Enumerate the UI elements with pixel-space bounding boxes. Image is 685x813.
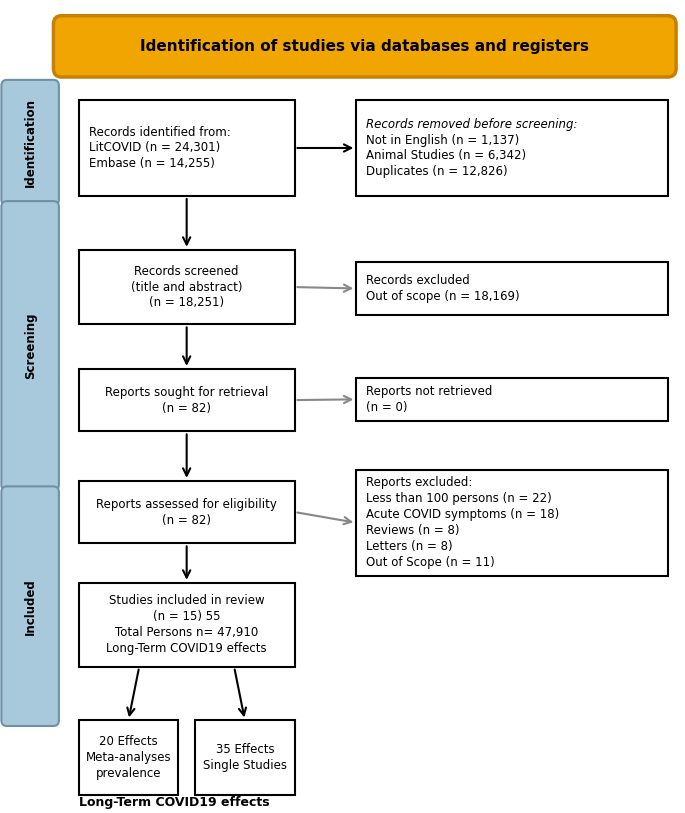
Text: (n = 82): (n = 82) xyxy=(162,402,211,415)
Text: Reports not retrieved: Reports not retrieved xyxy=(366,385,493,398)
Text: Embase (n = 14,255): Embase (n = 14,255) xyxy=(89,158,215,171)
Text: Reports excluded:: Reports excluded: xyxy=(366,476,473,489)
Text: Identification: Identification xyxy=(24,98,36,187)
Text: Not in English (n = 1,137): Not in English (n = 1,137) xyxy=(366,133,520,146)
FancyBboxPatch shape xyxy=(79,720,178,795)
Text: prevalence: prevalence xyxy=(96,767,161,780)
Text: (n = 15) 55: (n = 15) 55 xyxy=(153,611,221,624)
Text: Reviews (n = 8): Reviews (n = 8) xyxy=(366,524,460,537)
Text: Long-Term COVID19 effects: Long-Term COVID19 effects xyxy=(79,796,269,809)
Text: Screening: Screening xyxy=(24,313,36,379)
FancyBboxPatch shape xyxy=(79,369,295,432)
FancyBboxPatch shape xyxy=(79,583,295,667)
Text: Included: Included xyxy=(24,578,36,635)
Text: Single Studies: Single Studies xyxy=(203,759,287,772)
Text: Acute COVID symptoms (n = 18): Acute COVID symptoms (n = 18) xyxy=(366,508,560,521)
Text: (n = 82): (n = 82) xyxy=(162,514,211,527)
FancyBboxPatch shape xyxy=(356,470,668,576)
FancyBboxPatch shape xyxy=(1,201,59,491)
Text: Animal Studies (n = 6,342): Animal Studies (n = 6,342) xyxy=(366,150,527,163)
FancyBboxPatch shape xyxy=(79,480,295,543)
FancyBboxPatch shape xyxy=(1,80,59,206)
Text: Duplicates (n = 12,826): Duplicates (n = 12,826) xyxy=(366,165,508,178)
FancyBboxPatch shape xyxy=(356,378,668,421)
Text: Reports sought for retrieval: Reports sought for retrieval xyxy=(105,385,269,398)
FancyBboxPatch shape xyxy=(1,486,59,726)
Text: (title and abstract): (title and abstract) xyxy=(131,280,242,293)
Text: Records removed before screening:: Records removed before screening: xyxy=(366,118,578,131)
Text: Reports assessed for eligibility: Reports assessed for eligibility xyxy=(96,498,277,511)
Text: 35 Effects: 35 Effects xyxy=(216,743,274,756)
Text: Records excluded: Records excluded xyxy=(366,274,470,287)
Text: LitCOVID (n = 24,301): LitCOVID (n = 24,301) xyxy=(89,141,221,154)
Text: Less than 100 persons (n = 22): Less than 100 persons (n = 22) xyxy=(366,493,552,506)
Text: Letters (n = 8): Letters (n = 8) xyxy=(366,540,453,553)
Text: Out of Scope (n = 11): Out of Scope (n = 11) xyxy=(366,556,495,569)
FancyBboxPatch shape xyxy=(356,100,668,196)
Text: Meta-analyses: Meta-analyses xyxy=(86,751,171,764)
FancyBboxPatch shape xyxy=(195,720,295,795)
FancyBboxPatch shape xyxy=(53,15,676,77)
Text: (n = 18,251): (n = 18,251) xyxy=(149,297,224,310)
Text: Records screened: Records screened xyxy=(134,264,239,277)
Text: Studies included in review: Studies included in review xyxy=(109,594,264,607)
FancyBboxPatch shape xyxy=(79,100,295,196)
Text: Total Persons n= 47,910: Total Persons n= 47,910 xyxy=(115,626,258,639)
FancyBboxPatch shape xyxy=(79,250,295,324)
Text: Out of scope (n = 18,169): Out of scope (n = 18,169) xyxy=(366,290,520,303)
Text: Long-Term COVID19 effects: Long-Term COVID19 effects xyxy=(106,642,267,655)
Text: (n = 0): (n = 0) xyxy=(366,401,408,414)
Text: Records identified from:: Records identified from: xyxy=(89,125,231,138)
FancyBboxPatch shape xyxy=(356,262,668,315)
Text: 20 Effects: 20 Effects xyxy=(99,735,158,748)
Text: Identification of studies via databases and registers: Identification of studies via databases … xyxy=(140,39,589,54)
